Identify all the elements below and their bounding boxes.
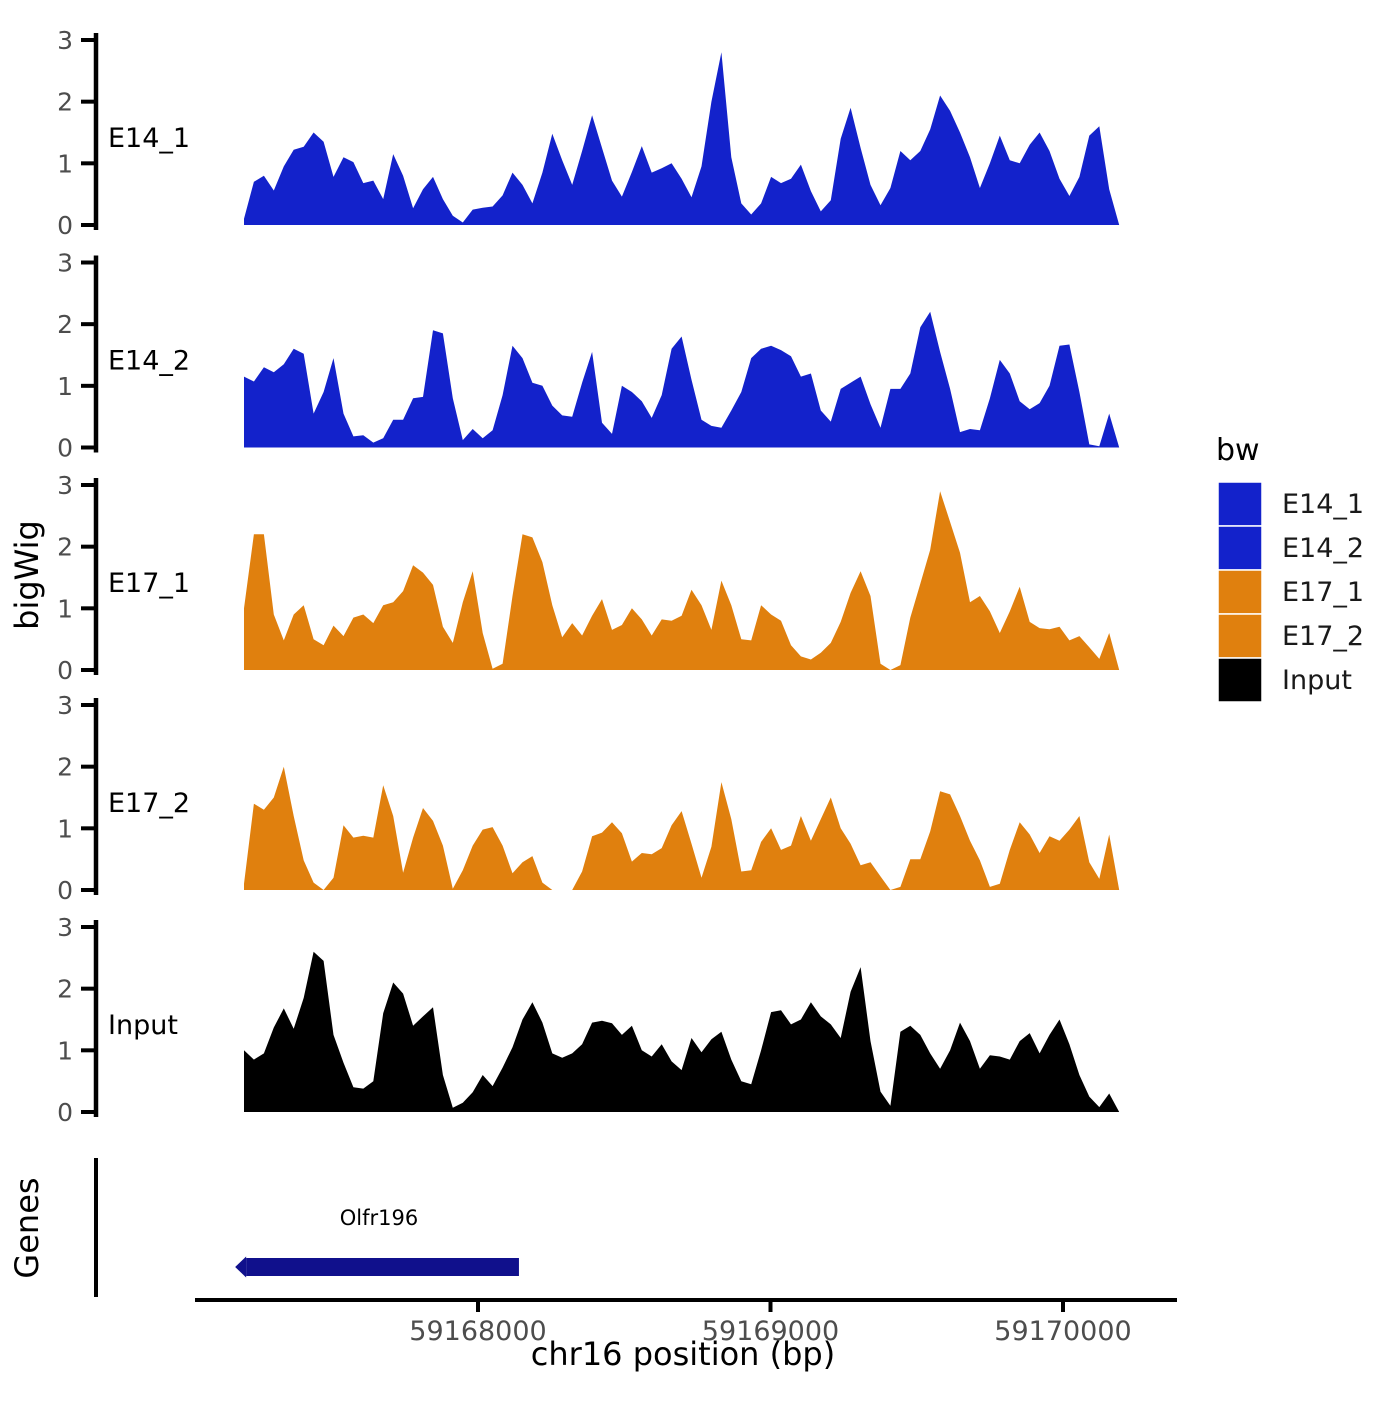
legend-key-E14_2 — [1217, 525, 1263, 571]
y-tick-label: 2 — [57, 975, 73, 1004]
legend-key-Input — [1217, 657, 1263, 703]
area-E14_2 — [244, 311, 1120, 448]
y-tick-label: 1 — [57, 1036, 73, 1065]
legend-entries: E14_1 E14_2 E17_1 E17_2 Input — [1217, 481, 1364, 703]
y-tick-label: 0 — [57, 434, 73, 463]
track-label: E14_1 — [108, 123, 190, 154]
y-tick-label: 2 — [57, 310, 73, 339]
area-Input — [244, 951, 1120, 1112]
legend-label: E14_2 — [1282, 533, 1364, 564]
legend-label: E14_1 — [1282, 489, 1364, 520]
area-E17_1 — [244, 491, 1120, 670]
legend-key-E17_1 — [1217, 569, 1263, 615]
y-tick-label: 1 — [57, 149, 73, 178]
track-panels: 0 1 2 3 E14_1 0 1 2 3 E14_2 0 1 2 3 E17_1 0 1 2 3 E17_2 0 1 2 3… — [57, 26, 1120, 1127]
legend-entry-E17_1: E17_1 — [1217, 569, 1364, 615]
x-tick-label: 59169000 — [702, 1316, 839, 1347]
track-label: E14_2 — [108, 346, 190, 377]
y-tick-label: 0 — [57, 1098, 73, 1127]
area-E14_1 — [244, 52, 1120, 225]
y-tick-label: 3 — [57, 913, 73, 942]
x-axis: 59168000 59169000 59170000 chr16 position … — [195, 1298, 1177, 1373]
y-tick-label: 1 — [57, 814, 73, 843]
y-tick-label: 1 — [57, 372, 73, 401]
genes-panel: Olfr196 — [94, 1158, 519, 1297]
x-ticks: 59168000 59169000 59170000 — [409, 1300, 1132, 1347]
y-tick-label: 2 — [57, 533, 73, 562]
legend-entry-E14_1: E14_1 — [1217, 481, 1364, 527]
legend-label: Input — [1282, 665, 1352, 696]
y-tick-label: 0 — [57, 656, 73, 685]
track-panel-E14_1: 0 1 2 3 E14_1 — [57, 26, 1120, 240]
y-axis-title-genes: Genes — [8, 1177, 46, 1278]
legend-key-E17_2 — [1217, 613, 1263, 659]
legend-title: bw — [1216, 433, 1260, 468]
track-panel-Input: 0 1 2 3 Input — [57, 913, 1120, 1127]
gene-label: Olfr196 — [340, 1206, 418, 1230]
legend-entry-E17_2: E17_2 — [1217, 613, 1364, 659]
legend-label: E17_2 — [1282, 621, 1364, 652]
track-panel-E14_2: 0 1 2 3 E14_2 — [57, 248, 1120, 463]
gene-strand-arrow-icon — [235, 1256, 247, 1278]
track-label: E17_2 — [108, 788, 190, 819]
legend-key-E14_1 — [1217, 481, 1263, 527]
y-tick-label: 0 — [57, 211, 73, 240]
y-tick-label: 0 — [57, 876, 73, 905]
track-label: Input — [108, 1010, 178, 1041]
y-tick-label: 3 — [57, 691, 73, 720]
legend-entry-E14_2: E14_2 — [1217, 525, 1364, 571]
legend: bw E14_1 E14_2 E17_1 E17_2 Input — [1216, 433, 1364, 703]
gene-glyphs — [235, 1256, 519, 1278]
y-axis-title-bigwig: bigWig — [8, 520, 46, 630]
y-tick-label: 3 — [57, 26, 73, 55]
track-label: E17_1 — [108, 568, 190, 599]
legend-entry-Input: Input — [1217, 657, 1352, 703]
x-tick-label: 59170000 — [994, 1316, 1131, 1347]
legend-label: E17_1 — [1282, 577, 1364, 608]
track-panel-E17_1: 0 1 2 3 E17_1 — [57, 471, 1120, 685]
y-tick-label: 3 — [57, 471, 73, 500]
track-panel-E17_2: 0 1 2 3 E17_2 — [57, 691, 1120, 905]
y-tick-label: 3 — [57, 248, 73, 277]
x-tick-label: 59168000 — [409, 1316, 546, 1347]
x-axis-title: chr16 position (bp) — [531, 1335, 835, 1373]
area-E17_2 — [244, 766, 1120, 890]
y-tick-label: 2 — [57, 88, 73, 117]
y-tick-label: 2 — [57, 753, 73, 782]
y-tick-label: 1 — [57, 594, 73, 623]
gene-bar — [246, 1258, 519, 1276]
